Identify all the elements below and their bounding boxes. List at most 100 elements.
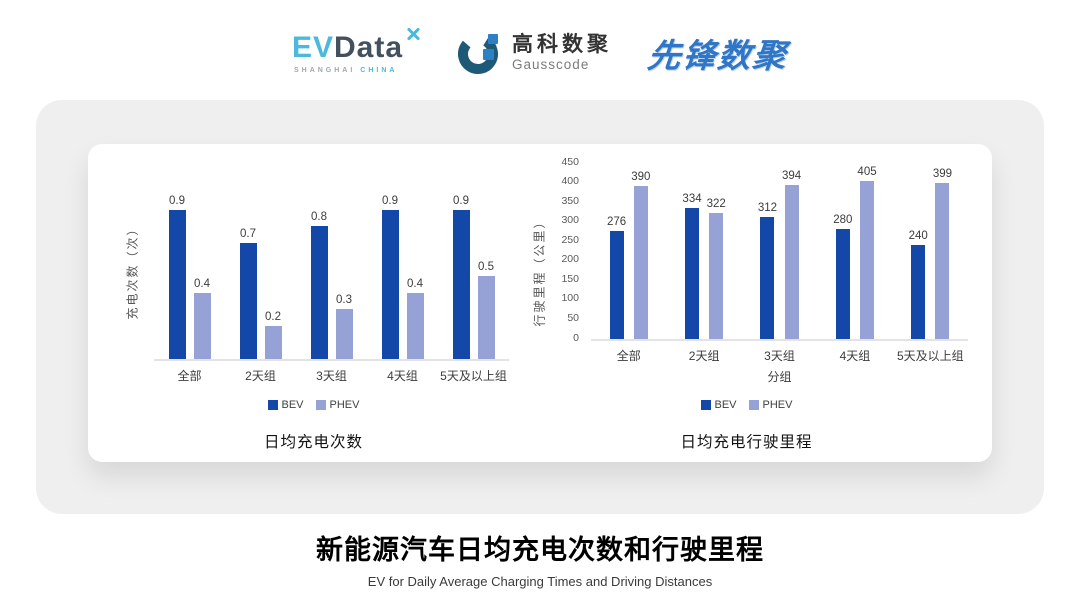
- right-chart-body: 行驶里程（公里） 0 50 100 150 200 250 300 350 400 450 276…: [525, 156, 968, 384]
- x-axis-label: 分组: [767, 370, 792, 384]
- background-panel: 充电次数（次） 0.9 0.4 0.7 0.2 0.8 0.3 0.9 0.4 0.9 0.5 全…: [36, 100, 1044, 514]
- pioneer-data-logo: 先锋数聚: [645, 37, 790, 74]
- gausscode-g-icon: [458, 34, 499, 74]
- legend-item-bev: BEV: [267, 399, 304, 411]
- y-tick-label: 300: [561, 214, 579, 227]
- bar-group: 280 405: [817, 166, 892, 339]
- bar-phev: 0.4: [193, 278, 211, 359]
- bar-group: 0.7 0.2: [225, 228, 296, 359]
- bar-group: 0.8 0.3: [296, 211, 367, 359]
- bar-value-label: 399: [932, 168, 953, 181]
- legend-label: BEV: [281, 399, 304, 411]
- category-label: 5天及以上组: [440, 369, 507, 383]
- legend-swatch: [700, 400, 711, 410]
- category-label: 3天组: [764, 349, 795, 363]
- chart-title: 日均充电行驶里程: [680, 434, 813, 451]
- bar-phev: 394: [782, 170, 801, 339]
- bar: [193, 293, 211, 359]
- y-tick-label: 200: [561, 253, 579, 266]
- bar-value-label: 312: [757, 202, 778, 215]
- bar-bev: 276: [607, 216, 626, 339]
- bar: [633, 186, 648, 339]
- legend-item-phev: PHEV: [315, 399, 359, 411]
- bar: [477, 276, 495, 359]
- category-label: 2天组: [688, 349, 720, 363]
- evdata-logo-data-text: Data: [334, 30, 404, 64]
- bar-bev: 334: [682, 193, 702, 339]
- y-tick-label: 150: [561, 272, 579, 285]
- bar-phev: 322: [707, 198, 726, 339]
- left-chart: 充电次数（次） 0.9 0.4 0.7 0.2 0.8 0.3 0.9 0.4 0.9 0.5 全…: [118, 156, 509, 462]
- bar-group: 312 394: [742, 170, 817, 339]
- bar: [406, 293, 424, 359]
- y-tick-label: 100: [561, 292, 579, 305]
- bar: [239, 243, 257, 359]
- bar-value-label: 390: [631, 171, 651, 184]
- y-tick-label: 350: [561, 194, 579, 207]
- evdata-china-text: CHINA: [360, 66, 398, 74]
- bar: [609, 231, 624, 339]
- chart-card: 充电次数（次） 0.9 0.4 0.7 0.2 0.8 0.3 0.9 0.4 0.9 0.5 全…: [88, 144, 992, 462]
- gausscode-logo: 高科数聚 Gausscode: [457, 30, 612, 76]
- y-axis-ticks: 0 50 100 150 200 250 300 350 400 450: [555, 156, 585, 342]
- left-chart-body: 充电次数（次） 0.9 0.4 0.7 0.2 0.8 0.3 0.9 0.4 0.9 0.5 全…: [118, 156, 509, 384]
- charts-container: 充电次数（次） 0.9 0.4 0.7 0.2 0.8 0.3 0.9 0.4 0.9 0.5 全…: [88, 144, 992, 462]
- page-subtitle: EV for Daily Average Charging Times and …: [367, 574, 713, 589]
- gausscode-en-name: Gausscode: [512, 57, 590, 73]
- bar-value-label: 0.3: [336, 294, 352, 307]
- bar-bev: 0.7: [239, 228, 257, 359]
- bar-value-label: 0.7: [240, 228, 256, 241]
- y-tick-label: 50: [567, 311, 579, 324]
- bar-value-label: 0.8: [311, 211, 327, 224]
- bar: [381, 210, 399, 359]
- category-label: 全部: [616, 349, 641, 363]
- bar-bev: 0.8: [310, 211, 328, 359]
- bar-group: 0.9 0.5: [438, 195, 509, 359]
- legend-label: PHEV: [762, 399, 793, 411]
- y-axis-label: 充电次数（次）: [125, 220, 140, 320]
- bar: [911, 245, 926, 339]
- bar-group: 276 390: [591, 171, 666, 339]
- legend-swatch: [748, 400, 759, 410]
- bar: [709, 213, 724, 339]
- bar-group: 0.9 0.4: [154, 195, 225, 359]
- gausscode-cn-name: 高科数聚: [512, 33, 613, 57]
- bar-group: 240 399: [893, 168, 968, 339]
- legend: BEV PHEV: [118, 399, 509, 411]
- bar-group: 334 322: [666, 193, 741, 339]
- y-tick-label: 0: [573, 331, 579, 344]
- bar: [168, 210, 186, 359]
- legend-item-phev: PHEV: [748, 399, 793, 411]
- evdata-shanghai-text: SHANGHAI: [293, 66, 356, 74]
- legend-swatch: [267, 400, 278, 410]
- bar-value-label: 276: [607, 216, 627, 229]
- bar-value-label: 0.4: [194, 278, 210, 291]
- bar-value-label: 322: [706, 198, 726, 211]
- bar-value-label: 0.2: [265, 311, 281, 324]
- bar-bev: 312: [758, 202, 777, 339]
- bar-value-label: 0.4: [407, 278, 423, 291]
- bar-value-label: 334: [682, 193, 702, 206]
- legend-label: BEV: [714, 399, 737, 411]
- bar: [335, 309, 353, 359]
- bar-bev: 0.9: [381, 195, 399, 359]
- category-axis: 全部 2天组 3天组 4天组 5天及以上组: [154, 367, 509, 384]
- plot-area: 0 50 100 150 200 250 300 350 400 450 276 390 334 322…: [561, 156, 968, 343]
- y-axis-label: 行驶里程（公里）: [532, 213, 547, 327]
- bar: [860, 181, 875, 339]
- y-tick-label: 450: [561, 155, 579, 168]
- bar-value-label: 405: [857, 166, 877, 179]
- category-axis: 全部 2天组 3天组 4天组 5天及以上组: [591, 347, 968, 364]
- bar: [452, 210, 470, 359]
- bar-value-label: 394: [782, 170, 802, 183]
- evdata-logo: EV Data SHANGHAI CHINA: [292, 30, 421, 74]
- bar-bev: 240: [909, 230, 928, 339]
- page-title: 新能源汽车日均充电次数和行驶里程: [316, 535, 764, 565]
- right-chart: 行驶里程（公里） 0 50 100 150 200 250 300 350 400 450 276…: [509, 156, 968, 462]
- bar-value-label: 0.9: [382, 195, 398, 208]
- bar-bev: 0.9: [452, 195, 470, 359]
- bar-bev: 280: [833, 214, 852, 339]
- category-label: 2天组: [245, 369, 276, 383]
- y-tick-label: 400: [561, 175, 579, 188]
